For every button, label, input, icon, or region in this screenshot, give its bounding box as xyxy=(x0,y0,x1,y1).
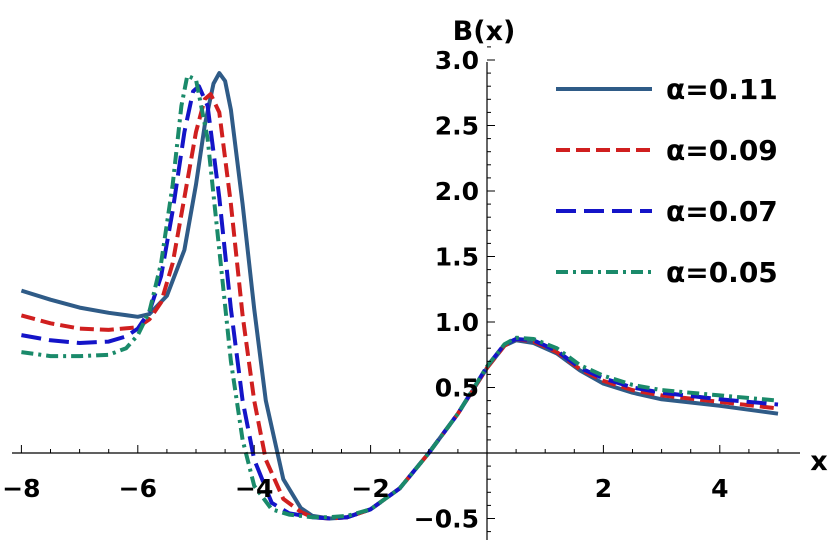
x-tick-label: −6 xyxy=(119,474,157,503)
legend-label-2: α=0.07 xyxy=(666,195,778,228)
x-tick-label: −2 xyxy=(351,474,389,503)
plot-series xyxy=(20,71,779,521)
y-tick-label: 3.0 xyxy=(435,46,479,75)
legend: α=0.11 α=0.09 α=0.07 α=0.05 xyxy=(556,73,778,289)
y-tick-label: 2.5 xyxy=(435,112,479,141)
y-tick-label: 1.5 xyxy=(435,243,479,272)
series-line-3 xyxy=(21,73,779,520)
axes: −8 −6 −4 −2 2 4 −0.5 0.5 1.0 1.5 2.0 2.5 3.0B(x) x xyxy=(2,16,828,540)
y-tick-label: −0.5 xyxy=(414,505,479,534)
x-tick-label: −4 xyxy=(235,474,273,503)
legend-label-1: α=0.09 xyxy=(666,134,778,167)
series-line-1 xyxy=(20,92,779,521)
x-tick-label: 4 xyxy=(711,474,728,503)
y-tick-label: 2.0 xyxy=(435,177,479,206)
series-line-2 xyxy=(21,84,779,521)
y-tick-label: 0.5 xyxy=(435,374,479,403)
x-tick-label: −8 xyxy=(2,474,40,503)
y-axis-title: B(x) xyxy=(453,16,516,47)
legend-label-0: α=0.11 xyxy=(666,73,778,106)
x-tick-label: 2 xyxy=(595,474,612,503)
legend-label-3: α=0.05 xyxy=(666,256,778,289)
y-tick-label: 1.0 xyxy=(435,308,479,337)
x-axis-title: x xyxy=(810,446,827,477)
